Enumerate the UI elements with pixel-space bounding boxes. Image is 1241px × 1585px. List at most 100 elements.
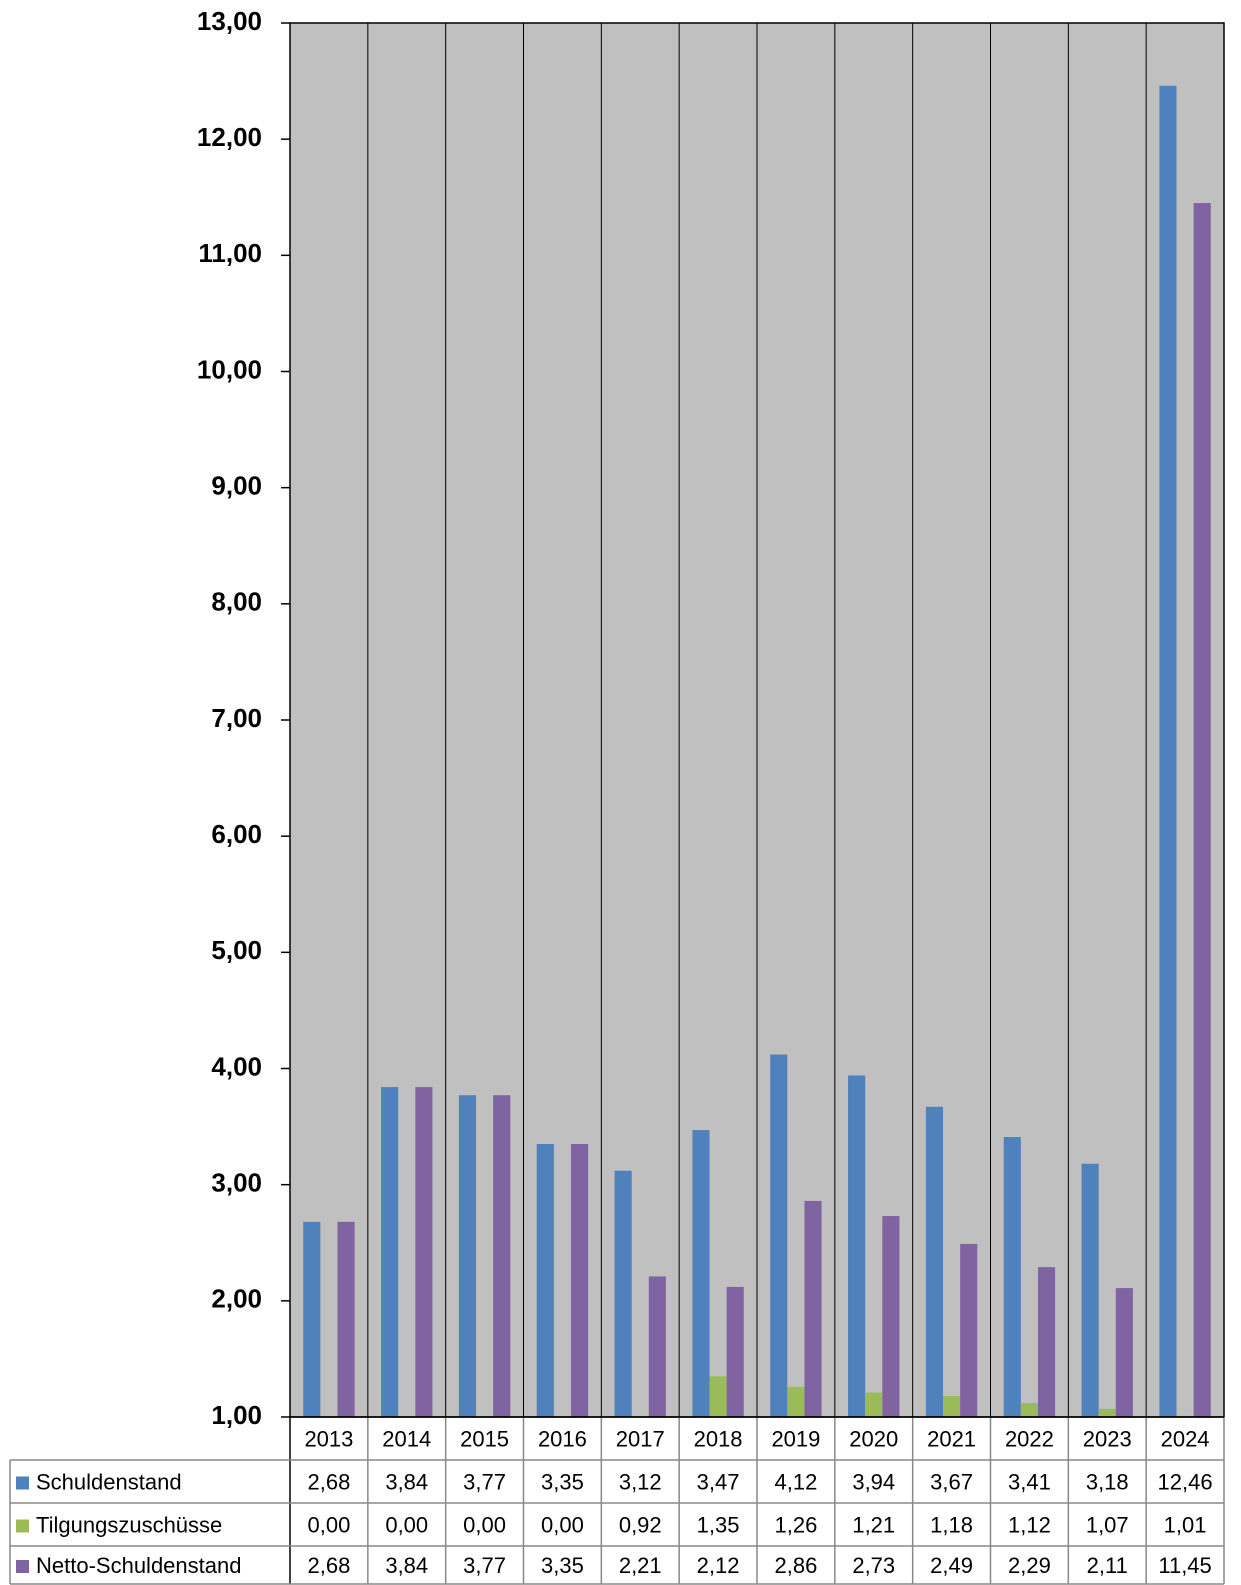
x-tick-label: 2013 — [304, 1426, 353, 1451]
legend-label: Schuldenstand — [36, 1469, 182, 1494]
y-tick-label: 4,00 — [211, 1051, 262, 1081]
bar — [925, 1106, 944, 1417]
table-value: 1,12 — [1008, 1512, 1051, 1537]
table-value: 3,84 — [385, 1469, 428, 1494]
y-tick-label: 11,00 — [198, 238, 262, 268]
x-tick-label: 2020 — [849, 1426, 898, 1451]
y-tick-label: 7,00 — [211, 703, 262, 733]
table-value: 1,26 — [775, 1512, 818, 1537]
table-value: 3,35 — [541, 1469, 584, 1494]
bar — [848, 1075, 866, 1417]
bar — [381, 1087, 399, 1417]
bar — [865, 1392, 883, 1417]
table-value: 2,21 — [619, 1553, 662, 1578]
table-value: 1,21 — [852, 1512, 895, 1537]
bar — [1081, 1163, 1099, 1417]
x-tick-label: 2014 — [382, 1426, 431, 1451]
bar — [536, 1144, 554, 1417]
table-value: 1,01 — [1164, 1512, 1207, 1537]
y-tick-label: 10,00 — [197, 354, 262, 384]
y-tick-label: 2,00 — [211, 1284, 262, 1314]
bar — [1115, 1288, 1133, 1417]
table-value: 1,35 — [697, 1512, 740, 1537]
bar — [458, 1095, 477, 1417]
table-value: 1,07 — [1086, 1512, 1129, 1537]
legend-key — [16, 1560, 29, 1573]
bar — [1037, 1267, 1056, 1417]
y-tick-label: 6,00 — [211, 819, 262, 849]
legend-key — [16, 1476, 29, 1490]
table-value: 2,12 — [697, 1553, 740, 1578]
table-value: 3,77 — [463, 1469, 506, 1494]
y-tick-label: 1,00 — [211, 1400, 262, 1430]
bar — [570, 1144, 589, 1417]
bar — [943, 1396, 961, 1417]
bar — [632, 1417, 649, 1426]
table-value: 2,49 — [930, 1553, 973, 1578]
bar — [1159, 85, 1177, 1417]
bar — [1020, 1403, 1038, 1417]
x-tick-label: 2021 — [927, 1426, 976, 1451]
y-tick-label: 3,00 — [211, 1168, 262, 1198]
table-value: 11,45 — [1158, 1553, 1211, 1578]
table-value: 0,00 — [308, 1512, 351, 1537]
table-value: 3,77 — [463, 1553, 506, 1578]
table-value: 0,00 — [463, 1512, 506, 1537]
table-value: 3,47 — [697, 1469, 740, 1494]
x-tick-label: 2022 — [1005, 1426, 1054, 1451]
table-value: 3,94 — [852, 1469, 895, 1494]
table-value: 2,86 — [775, 1553, 818, 1578]
bar — [692, 1130, 710, 1417]
bar — [337, 1221, 355, 1417]
x-tick-label: 2023 — [1083, 1426, 1132, 1451]
table-value: 12,46 — [1158, 1469, 1213, 1494]
table-value: 2,68 — [308, 1553, 351, 1578]
bar — [614, 1170, 632, 1417]
legend-label: Tilgungszuschüsse — [36, 1512, 222, 1537]
plot-area — [290, 23, 1224, 1426]
bar — [1003, 1137, 1021, 1417]
table-value: 3,84 — [385, 1553, 428, 1578]
table-value: 4,12 — [775, 1469, 818, 1494]
bar — [648, 1276, 666, 1417]
table-value: 2,29 — [1008, 1553, 1051, 1578]
x-tick-label: 2017 — [616, 1426, 665, 1451]
x-tick-label: 2016 — [538, 1426, 587, 1451]
table-value: 0,00 — [385, 1512, 428, 1537]
bar — [726, 1286, 744, 1417]
legend-key — [16, 1519, 29, 1533]
x-tick-label: 2015 — [460, 1426, 509, 1451]
bar — [709, 1376, 727, 1417]
table-value: 1,18 — [930, 1512, 973, 1537]
bar — [415, 1087, 433, 1417]
bar — [882, 1216, 900, 1417]
table-value: 2,73 — [852, 1553, 895, 1578]
table-value: 2,11 — [1087, 1553, 1128, 1578]
y-tick-label: 5,00 — [211, 935, 262, 965]
table-value: 3,41 — [1008, 1469, 1051, 1494]
y-tick-label: 13,00 — [197, 6, 262, 36]
bar — [770, 1054, 788, 1417]
table-value: 3,67 — [930, 1469, 973, 1494]
x-tick-label: 2019 — [771, 1426, 820, 1451]
x-tick-label: 2024 — [1161, 1426, 1210, 1451]
bar — [804, 1200, 822, 1417]
bar — [493, 1095, 511, 1417]
y-tick-label: 8,00 — [211, 587, 262, 617]
table-value: 3,12 — [619, 1469, 662, 1494]
table-value: 3,18 — [1086, 1469, 1129, 1494]
bar — [1098, 1408, 1116, 1417]
y-tick-label: 12,00 — [197, 122, 262, 152]
legend-label: Netto-Schuldenstand — [36, 1553, 241, 1578]
table-value: 0,92 — [619, 1512, 662, 1537]
y-tick-label: 9,00 — [211, 471, 262, 501]
table-value: 3,35 — [541, 1553, 584, 1578]
table-value: 2,68 — [308, 1469, 351, 1494]
table-value: 0,00 — [541, 1512, 584, 1537]
bar — [787, 1386, 805, 1417]
bar — [960, 1243, 978, 1417]
bar — [1193, 203, 1211, 1417]
x-tick-label: 2018 — [694, 1426, 743, 1451]
bar — [303, 1221, 321, 1417]
